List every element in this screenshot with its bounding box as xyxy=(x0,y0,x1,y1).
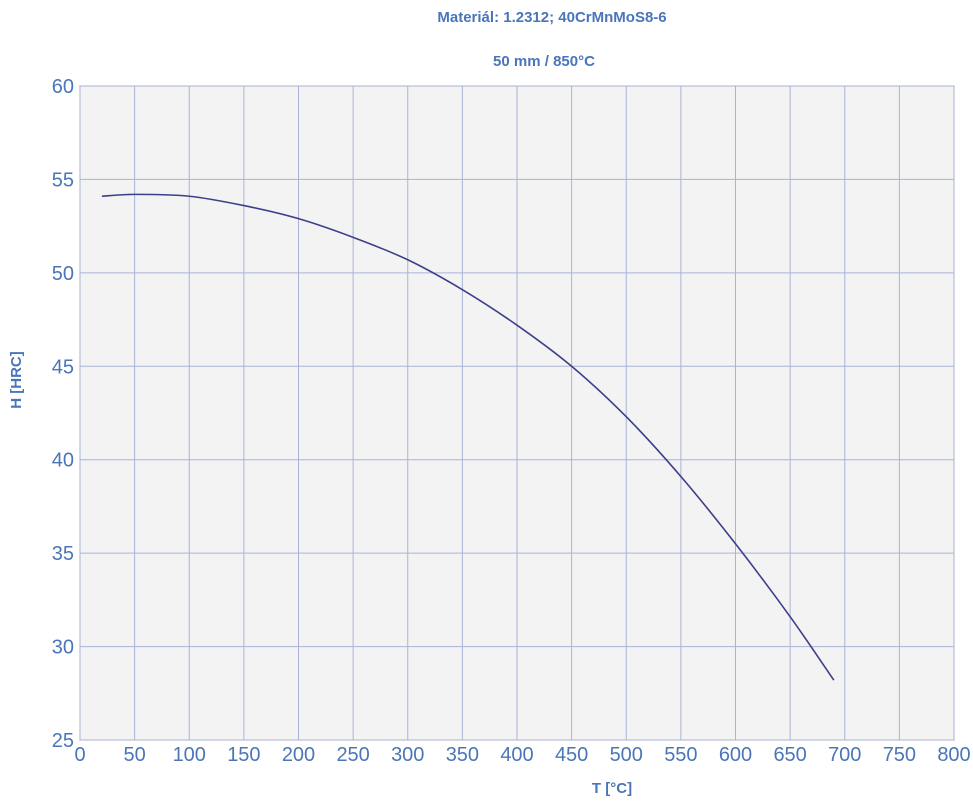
x-tick-label: 600 xyxy=(719,744,752,766)
x-tick-label: 550 xyxy=(664,744,697,766)
x-tick-label: 700 xyxy=(828,744,861,766)
x-tick-label: 750 xyxy=(883,744,916,766)
y-tick-label: 30 xyxy=(52,637,74,659)
x-tick-label: 150 xyxy=(227,744,260,766)
x-tick-label: 800 xyxy=(937,744,970,766)
y-tick-label: 50 xyxy=(52,263,74,285)
y-tick-label: 35 xyxy=(52,543,74,565)
x-tick-label: 300 xyxy=(391,744,424,766)
y-tick-label: 60 xyxy=(52,76,74,98)
y-tick-label: 45 xyxy=(52,356,74,378)
y-tick-label: 40 xyxy=(52,450,74,472)
y-axis-title: H [HRC] xyxy=(8,351,25,409)
x-tick-label: 100 xyxy=(173,744,206,766)
x-tick-label: 350 xyxy=(446,744,479,766)
y-axis-ticks: 25 30 35 40 45 50 55 60 xyxy=(52,76,74,752)
chart-title: Materiál: 1.2312; 40CrMnMoS8-6 xyxy=(437,9,666,26)
x-tick-label: 50 xyxy=(124,744,146,766)
x-tick-label: 500 xyxy=(610,744,643,766)
y-tick-label: 25 xyxy=(52,730,74,752)
x-tick-label: 650 xyxy=(773,744,806,766)
x-tick-label: 200 xyxy=(282,744,315,766)
x-tick-label: 250 xyxy=(336,744,369,766)
x-axis-ticks: 0 50 100 150 200 250 300 350 400 450 500 550 600 650 7… xyxy=(74,744,970,766)
x-tick-label: 0 xyxy=(74,744,85,766)
hardness-curve xyxy=(101,193,835,681)
x-axis-title: T [°C] xyxy=(592,780,632,797)
x-tick-label: 450 xyxy=(555,744,588,766)
chart-subtitle: 50 mm / 850°C xyxy=(493,53,595,70)
y-tick-label: 55 xyxy=(52,169,74,191)
grid-lines xyxy=(79,85,955,741)
x-tick-label: 400 xyxy=(500,744,533,766)
